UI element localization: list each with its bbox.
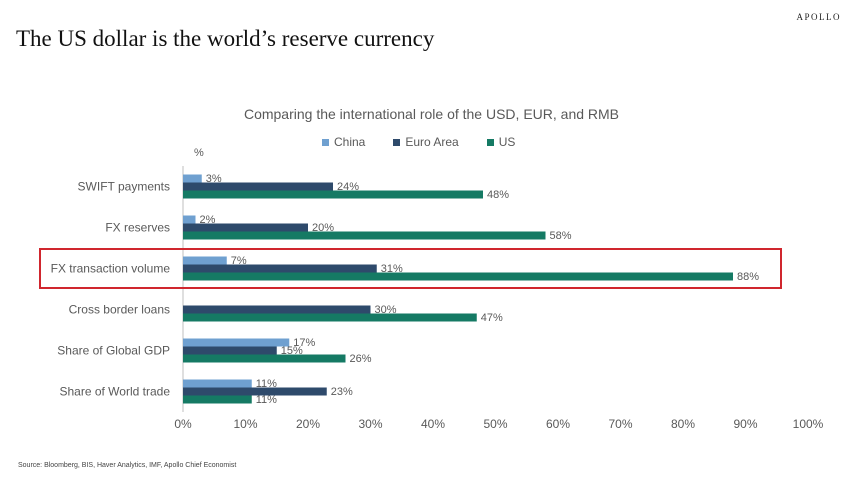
data-label-cross-border-loans-euro-area: 30% [375, 304, 397, 316]
legend-item-china: China [322, 135, 365, 149]
legend-label-china: China [334, 135, 366, 149]
x-tick-label-40: 40% [421, 417, 445, 431]
legend-swatch-china [322, 138, 329, 146]
data-label-share-of-global-gdp-euro-area: 15% [281, 345, 303, 357]
category-label-fx-transaction-volume: FX transaction volume [51, 262, 171, 276]
data-label-fx-reserves-euro-area: 20% [312, 222, 334, 234]
data-label-share-of-world-trade-china: 11% [256, 378, 277, 390]
bar-share-of-global-gdp-china [183, 338, 290, 347]
data-label-fx-reserves-us: 58% [550, 230, 572, 242]
bar-swift-payments-us [183, 190, 483, 199]
data-label-swift-payments-china: 3% [206, 173, 222, 185]
data-label-share-of-world-trade-euro-area: 23% [331, 386, 353, 398]
x-tick-label-90: 90% [733, 417, 757, 431]
legend-label-us: US [498, 135, 516, 149]
bar-fx-transaction-volume-us [183, 272, 733, 281]
bar-fx-reserves-china [183, 215, 196, 224]
x-tick-label-10: 10% [233, 417, 257, 431]
bar-swift-payments-china [183, 174, 202, 183]
legend-item-euro-area: Euro Area [393, 135, 459, 149]
x-tick-label-30: 30% [358, 417, 382, 431]
data-label-fx-reserves-china: 2% [200, 214, 216, 226]
highlight-box [39, 248, 782, 289]
data-label-share-of-global-gdp-us: 26% [350, 353, 372, 365]
data-label-swift-payments-euro-area: 24% [337, 181, 359, 193]
category-label-fx-reserves: FX reserves [105, 221, 170, 235]
data-label-share-of-world-trade-us: 11% [256, 394, 277, 406]
legend-swatch-euro-area [393, 138, 401, 146]
x-tick-label-70: 70% [608, 417, 632, 431]
bar-share-of-world-trade-us [183, 395, 252, 404]
source-note: Source: Bloomberg, BIS, Haver Analytics,… [18, 462, 237, 469]
chart-title: Comparing the international role of the … [243, 106, 620, 122]
x-tick-label-80: 80% [671, 417, 695, 431]
data-label-share-of-global-gdp-china: 17% [293, 337, 315, 349]
category-label-cross-border-loans: Cross border loans [69, 303, 170, 317]
data-label-fx-transaction-volume-euro-area: 31% [381, 263, 403, 275]
bar-share-of-global-gdp-euro-area [183, 346, 277, 355]
x-tick-label-60: 60% [546, 417, 570, 431]
bar-fx-reserves-us [183, 231, 546, 240]
x-tick-label-100: 100% [793, 417, 824, 431]
legend-swatch-us [486, 138, 494, 146]
unit-label: % [194, 147, 204, 159]
x-tick-label-20: 20% [296, 417, 320, 431]
data-label-cross-border-loans-us: 47% [481, 312, 503, 324]
brand-logo: APOLLO [796, 12, 841, 22]
bar-fx-transaction-volume-china [183, 256, 227, 265]
bar-cross-border-loans-us [183, 313, 477, 322]
chart-legend: China Euro Area US [322, 135, 543, 149]
bar-fx-reserves-euro-area [183, 223, 308, 232]
category-label-swift-payments: SWIFT payments [78, 180, 170, 194]
bar-fx-transaction-volume-euro-area [183, 264, 377, 273]
bar-cross-border-loans-euro-area [183, 305, 371, 314]
bar-swift-payments-euro-area [183, 182, 333, 191]
data-label-fx-transaction-volume-china: 7% [231, 255, 247, 267]
x-tick-label-50: 50% [483, 417, 507, 431]
category-label-share-of-global-gdp: Share of Global GDP [57, 344, 170, 358]
category-label-share-of-world-trade: Share of World trade [59, 385, 170, 399]
bar-share-of-world-trade-euro-area [183, 387, 327, 396]
legend-label-euro-area: Euro Area [405, 135, 459, 149]
page-title: The US dollar is the world’s reserve cur… [16, 26, 435, 51]
bar-share-of-global-gdp-us [183, 354, 346, 363]
x-tick-label-0: 0% [174, 417, 192, 431]
data-label-swift-payments-us: 48% [487, 189, 509, 201]
bar-share-of-world-trade-china [183, 379, 252, 388]
legend-item-us: US [486, 135, 516, 149]
data-label-fx-transaction-volume-us: 88% [737, 271, 759, 283]
